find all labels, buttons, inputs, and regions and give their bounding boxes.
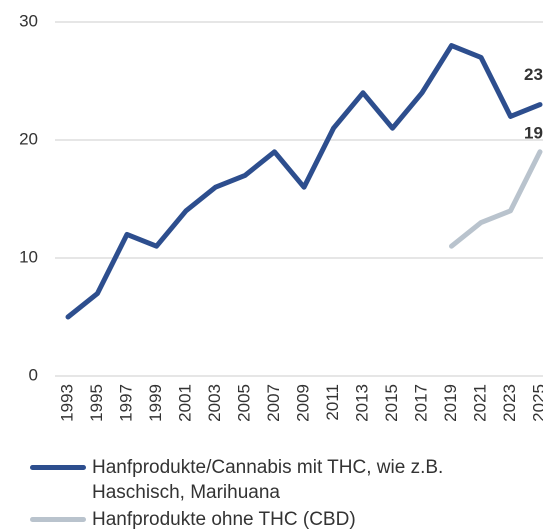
x-tick-label: 2003 bbox=[205, 384, 224, 422]
x-tick-label: 1999 bbox=[146, 384, 165, 422]
x-tick-label: 2011 bbox=[323, 384, 342, 421]
y-tick-label: 0 bbox=[29, 365, 38, 384]
chart: 0 10 20 30 1993 1995 1997 1999 2001 2003 2005 2007 2… bbox=[19, 11, 543, 422]
x-tick-label: 2007 bbox=[264, 384, 283, 422]
x-tick-label: 2015 bbox=[382, 384, 401, 422]
x-tick-label: 1993 bbox=[57, 384, 76, 422]
x-tick-label: 2025 bbox=[529, 384, 543, 422]
series-line bbox=[65, 43, 543, 320]
x-tick-label: 2001 bbox=[175, 384, 194, 422]
x-tick-label: 1997 bbox=[116, 384, 135, 422]
x-tick-label: 2009 bbox=[293, 384, 312, 422]
x-tick-label: 2005 bbox=[234, 384, 253, 422]
y-tick-label: 20 bbox=[19, 129, 38, 148]
legend-label: Hanfprodukte ohne THC (CBD) bbox=[92, 509, 356, 530]
x-tick-label: 2019 bbox=[441, 384, 460, 422]
x-tick-label: 2021 bbox=[470, 384, 489, 422]
legend-item: Hanfprodukte/Cannabis mit THC, wie z.B. … bbox=[30, 455, 543, 505]
legend-swatch bbox=[30, 465, 86, 470]
x-tick-label: 2013 bbox=[352, 384, 371, 422]
y-tick-label: 10 bbox=[19, 247, 38, 266]
data-label: 23 bbox=[524, 65, 543, 84]
legend-swatch bbox=[30, 517, 86, 522]
y-tick-label: 30 bbox=[19, 11, 38, 30]
x-tick-label: 2023 bbox=[500, 384, 519, 422]
series-line bbox=[449, 149, 543, 249]
x-tick-label: 1995 bbox=[87, 384, 106, 422]
legend-label: Hanfprodukte/Cannabis mit THC, wie z.B. … bbox=[92, 457, 444, 503]
data-label: 19 bbox=[524, 123, 543, 142]
legend-item: Hanfprodukte ohne THC (CBD) bbox=[30, 507, 543, 532]
x-tick-label: 2017 bbox=[411, 384, 430, 422]
